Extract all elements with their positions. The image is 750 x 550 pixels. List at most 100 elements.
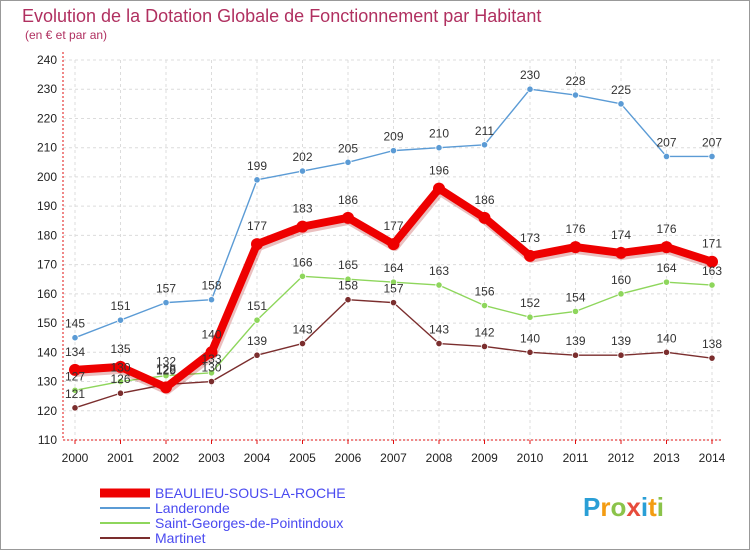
data-label-martinet: 143 bbox=[292, 323, 312, 337]
data-point-landeronde bbox=[617, 100, 625, 108]
data-point-saint-georges-de-pointindoux bbox=[116, 377, 125, 386]
data-label-landeronde: 228 bbox=[565, 74, 585, 88]
data-label-landeronde: 157 bbox=[156, 282, 176, 296]
logo-letter: i bbox=[657, 492, 664, 522]
data-label-saint-georges-de-pointindoux: 164 bbox=[383, 261, 403, 275]
data-label-martinet: 139 bbox=[611, 334, 631, 348]
data-point-beaulieu-sous-la-roche bbox=[524, 249, 536, 262]
data-point-landeronde bbox=[480, 141, 489, 149]
x-tick-label: 2003 bbox=[198, 451, 225, 465]
x-tick-label: 2005 bbox=[289, 451, 316, 465]
data-point-landeronde bbox=[298, 167, 307, 175]
y-tick-label: 120 bbox=[37, 404, 57, 418]
legend: BEAULIEU-SOUS-LA-ROCHELanderondeSaint-Ge… bbox=[100, 485, 346, 546]
data-point-saint-georges-de-pointindoux bbox=[662, 278, 671, 286]
data-point-landeronde bbox=[253, 176, 261, 184]
data-label-beaulieu-sous-la-roche: 140 bbox=[201, 327, 221, 341]
data-label-martinet: 138 bbox=[702, 337, 722, 351]
data-point-martinet bbox=[662, 348, 671, 356]
data-point-saint-georges-de-pointindoux bbox=[708, 281, 716, 289]
data-point-martinet bbox=[116, 389, 125, 397]
data-point-saint-georges-de-pointindoux bbox=[617, 290, 625, 298]
logo-letter: t bbox=[648, 492, 657, 522]
data-label-beaulieu-sous-la-roche: 135 bbox=[110, 342, 130, 356]
data-label-saint-georges-de-pointindoux: 160 bbox=[611, 273, 631, 287]
data-label-saint-georges-de-pointindoux: 127 bbox=[65, 369, 85, 383]
data-point-beaulieu-sous-la-roche bbox=[569, 241, 582, 254]
data-point-saint-georges-de-pointindoux bbox=[526, 313, 534, 321]
data-label-beaulieu-sous-la-roche: 174 bbox=[611, 228, 631, 242]
series-layer bbox=[69, 85, 718, 412]
data-point-saint-georges-de-pointindoux bbox=[435, 281, 443, 289]
x-tick-label: 2002 bbox=[153, 451, 180, 465]
y-tick-label: 170 bbox=[37, 258, 57, 272]
x-tick-label: 2008 bbox=[426, 451, 453, 465]
data-label-landeronde: 151 bbox=[110, 299, 130, 313]
data-point-saint-georges-de-pointindoux bbox=[480, 301, 489, 310]
data-point-martinet bbox=[708, 354, 716, 362]
data-point-beaulieu-sous-la-roche bbox=[615, 246, 627, 259]
x-tick-label: 2007 bbox=[380, 451, 407, 465]
data-label-martinet: 139 bbox=[247, 334, 267, 348]
y-tick-label: 160 bbox=[37, 287, 57, 301]
x-tick-label: 2001 bbox=[107, 451, 134, 465]
data-label-martinet: 140 bbox=[656, 331, 676, 345]
data-point-martinet bbox=[389, 299, 398, 307]
data-point-landeronde bbox=[571, 91, 580, 99]
logo-letter: i bbox=[641, 492, 648, 522]
data-label-martinet: 126 bbox=[110, 372, 130, 386]
data-point-beaulieu-sous-la-roche bbox=[251, 238, 263, 251]
x-tick-label: 2013 bbox=[653, 451, 680, 465]
data-label-beaulieu-sous-la-roche: 134 bbox=[65, 345, 85, 359]
data-label-beaulieu-sous-la-roche: 176 bbox=[656, 222, 676, 236]
data-label-saint-georges-de-pointindoux: 163 bbox=[429, 264, 449, 278]
data-label-landeronde: 205 bbox=[338, 141, 358, 155]
data-label-saint-georges-de-pointindoux: 130 bbox=[110, 361, 130, 375]
data-point-beaulieu-sous-la-roche bbox=[342, 211, 354, 224]
data-label-landeronde: 202 bbox=[292, 150, 312, 164]
data-label-saint-georges-de-pointindoux: 154 bbox=[565, 290, 585, 304]
data-point-landeronde bbox=[526, 85, 534, 93]
chart-title: Evolution de la Dotation Globale de Fonc… bbox=[22, 6, 541, 26]
data-point-martinet bbox=[71, 404, 79, 412]
data-label-landeronde: 211 bbox=[475, 124, 494, 138]
data-label-beaulieu-sous-la-roche: 186 bbox=[474, 193, 494, 207]
data-label-saint-georges-de-pointindoux: 152 bbox=[520, 296, 540, 310]
data-point-landeronde bbox=[389, 147, 398, 155]
legend-label: BEAULIEU-SOUS-LA-ROCHE bbox=[155, 485, 346, 501]
data-point-saint-georges-de-pointindoux bbox=[71, 386, 79, 394]
data-point-landeronde bbox=[435, 144, 443, 152]
x-tick-label: 2010 bbox=[517, 451, 544, 465]
data-label-beaulieu-sous-la-roche: 177 bbox=[247, 219, 267, 233]
logo-letter: o bbox=[610, 492, 626, 522]
y-tick-label: 240 bbox=[37, 53, 57, 67]
proxiti-logo: Proxiti bbox=[583, 492, 664, 522]
data-label-saint-georges-de-pointindoux: 133 bbox=[201, 352, 221, 366]
y-tick-label: 190 bbox=[37, 199, 57, 213]
data-label-landeronde: 230 bbox=[520, 68, 540, 82]
data-label-saint-georges-de-pointindoux: 163 bbox=[702, 264, 722, 278]
data-label-landeronde: 145 bbox=[65, 317, 85, 331]
data-label-beaulieu-sous-la-roche: 196 bbox=[429, 164, 449, 178]
y-tick-label: 180 bbox=[37, 228, 57, 242]
data-point-beaulieu-sous-la-roche bbox=[433, 182, 445, 195]
x-axis-ticks: 2000 2001 2002 2003 2004 2005 2006 2007 2008 2009… bbox=[62, 440, 726, 465]
y-tick-label: 230 bbox=[37, 82, 57, 96]
data-point-martinet bbox=[480, 342, 489, 351]
data-label-landeronde: 209 bbox=[383, 130, 403, 144]
data-point-beaulieu-sous-la-roche bbox=[160, 381, 172, 394]
data-point-martinet bbox=[207, 377, 216, 386]
data-point-martinet bbox=[298, 339, 307, 348]
data-label-landeronde: 207 bbox=[702, 135, 722, 149]
data-point-landeronde bbox=[662, 152, 671, 161]
data-point-beaulieu-sous-la-roche bbox=[205, 346, 218, 359]
data-label-martinet: 142 bbox=[474, 325, 494, 339]
data-label-martinet: 130 bbox=[201, 361, 221, 375]
logo-letter: P bbox=[583, 492, 600, 522]
legend-label: Landeronde bbox=[155, 500, 230, 516]
data-point-beaulieu-sous-la-roche bbox=[69, 363, 81, 376]
data-label-martinet: 158 bbox=[338, 279, 358, 293]
x-tick-label: 2004 bbox=[244, 451, 271, 465]
data-label-martinet: 143 bbox=[429, 323, 449, 337]
